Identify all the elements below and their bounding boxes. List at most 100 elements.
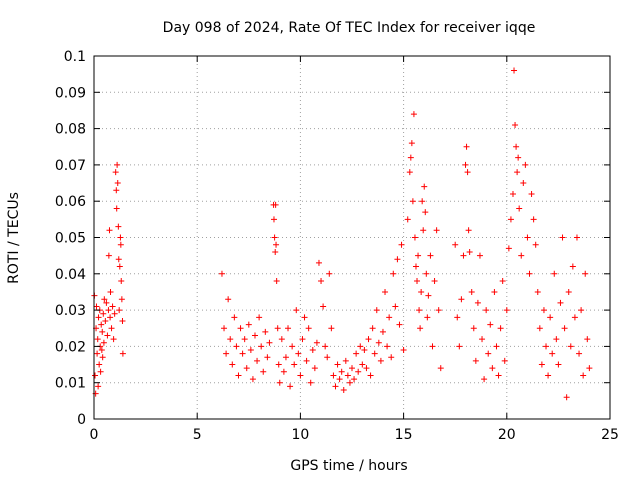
data-point bbox=[104, 332, 111, 339]
data-point bbox=[540, 307, 547, 314]
data-point bbox=[330, 372, 337, 379]
data-point bbox=[115, 223, 122, 230]
data-point bbox=[114, 161, 121, 168]
data-point bbox=[254, 357, 261, 364]
data-point bbox=[465, 227, 472, 234]
data-point bbox=[334, 361, 341, 368]
data-point bbox=[275, 361, 282, 368]
data-point bbox=[272, 201, 279, 208]
data-point bbox=[509, 190, 516, 197]
data-point bbox=[559, 234, 566, 241]
y-tick-label: 0.08 bbox=[55, 122, 86, 138]
data-point bbox=[468, 288, 475, 295]
data-point bbox=[107, 288, 114, 295]
data-point bbox=[377, 357, 384, 364]
data-point bbox=[229, 361, 236, 368]
plot-frame bbox=[93, 55, 611, 420]
data-point bbox=[394, 256, 401, 263]
data-point bbox=[584, 336, 591, 343]
data-point bbox=[100, 339, 107, 346]
data-point bbox=[567, 343, 574, 350]
data-point bbox=[420, 227, 427, 234]
data-point bbox=[520, 180, 527, 187]
data-point bbox=[280, 368, 287, 375]
data-point bbox=[501, 357, 508, 364]
data-point bbox=[103, 299, 110, 306]
y-tick-label: 0.06 bbox=[55, 194, 86, 210]
data-point bbox=[293, 307, 300, 314]
data-point bbox=[561, 325, 568, 332]
data-points bbox=[91, 67, 593, 401]
data-point bbox=[299, 336, 306, 343]
data-point bbox=[404, 216, 411, 223]
data-point bbox=[489, 365, 496, 372]
data-point bbox=[247, 347, 254, 354]
data-point bbox=[95, 314, 102, 321]
data-point bbox=[353, 350, 360, 357]
data-point bbox=[342, 357, 349, 364]
x-tick-label: 15 bbox=[395, 427, 413, 443]
x-axis-label: GPS time / hours bbox=[290, 458, 407, 474]
data-point bbox=[452, 241, 459, 248]
data-point bbox=[106, 227, 113, 234]
data-point bbox=[359, 361, 366, 368]
data-point bbox=[118, 296, 125, 303]
data-point bbox=[326, 270, 333, 277]
data-point bbox=[582, 270, 589, 277]
data-point bbox=[98, 347, 105, 354]
data-point bbox=[357, 343, 364, 350]
data-point bbox=[117, 241, 124, 248]
data-point bbox=[276, 379, 283, 386]
grid-lines bbox=[94, 56, 610, 419]
data-point bbox=[245, 321, 252, 328]
data-point bbox=[415, 252, 422, 259]
data-point bbox=[260, 368, 267, 375]
data-point bbox=[407, 154, 414, 161]
data-point bbox=[532, 241, 539, 248]
data-point bbox=[507, 216, 514, 223]
data-point bbox=[233, 343, 240, 350]
y-tick-label: 0 bbox=[77, 412, 86, 428]
data-point bbox=[373, 307, 380, 314]
data-point bbox=[491, 288, 498, 295]
data-point bbox=[271, 234, 278, 241]
data-point bbox=[105, 252, 112, 259]
data-point bbox=[223, 350, 230, 357]
data-point bbox=[435, 307, 442, 314]
data-point bbox=[462, 161, 469, 168]
data-point bbox=[495, 372, 502, 379]
data-point bbox=[396, 321, 403, 328]
chart-title: Day 098 of 2024, Rate Of TEC Index for r… bbox=[163, 20, 536, 36]
data-point bbox=[114, 180, 121, 187]
data-point bbox=[418, 288, 425, 295]
data-point bbox=[355, 368, 362, 375]
data-point bbox=[303, 357, 310, 364]
data-point bbox=[483, 307, 490, 314]
data-point bbox=[278, 336, 285, 343]
data-point bbox=[398, 241, 405, 248]
data-point bbox=[563, 394, 570, 401]
data-point bbox=[369, 325, 376, 332]
data-point bbox=[456, 343, 463, 350]
data-point bbox=[324, 354, 331, 361]
data-point bbox=[408, 140, 415, 147]
data-point bbox=[94, 336, 101, 343]
data-point bbox=[98, 321, 105, 328]
data-point bbox=[218, 270, 225, 277]
x-tick-label: 10 bbox=[291, 427, 309, 443]
data-point bbox=[433, 227, 440, 234]
data-point bbox=[472, 357, 479, 364]
data-point bbox=[225, 296, 232, 303]
data-point bbox=[318, 278, 325, 285]
data-point bbox=[565, 288, 572, 295]
data-point bbox=[99, 328, 106, 335]
data-point bbox=[464, 169, 471, 176]
data-point bbox=[499, 278, 506, 285]
data-point bbox=[119, 350, 126, 357]
data-point bbox=[99, 354, 106, 361]
x-tick-label: 0 bbox=[90, 427, 99, 443]
data-point bbox=[363, 365, 370, 372]
data-point bbox=[474, 299, 481, 306]
x-tick-label: 25 bbox=[601, 427, 619, 443]
data-point bbox=[344, 372, 351, 379]
